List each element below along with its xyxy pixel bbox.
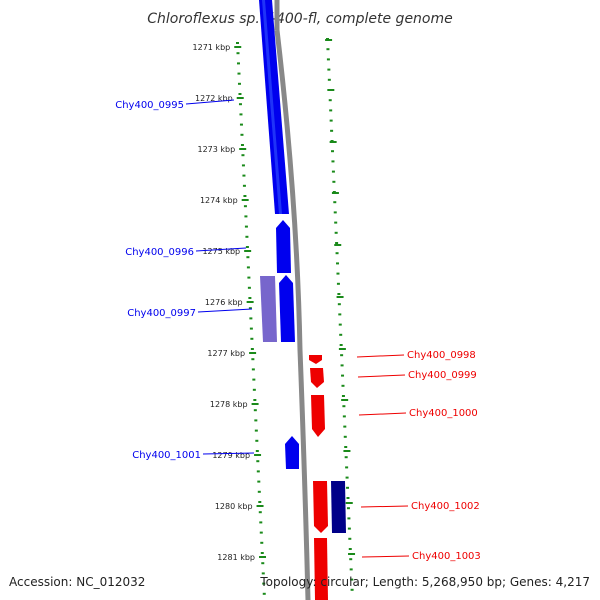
tick-label: 1281 kbp [217, 553, 255, 562]
kbp-ticks: 1271 kbp 1272 kbp 1273 kbp 1274 kbp 1275 kbp… [193, 39, 356, 562]
outer-tick-mark [338, 348, 346, 350]
gene-highlight [262, 0, 282, 214]
gene-label-leader [360, 505, 409, 508]
tick-label: 1272 kbp [195, 94, 233, 103]
tick-label: 1278 kbp [210, 400, 248, 409]
gene-label-chy400-0995[interactable]: Chy400_0995 [115, 100, 184, 111]
gene-label-leader [357, 374, 406, 378]
gene-chy400-0996[interactable] [276, 220, 291, 273]
tick-label: 1273 kbp [197, 145, 235, 154]
gene-label-leader [358, 412, 407, 416]
accession-text: Accession: NC_012032 [9, 575, 145, 589]
tick-mark [241, 199, 249, 201]
tick-mark [256, 505, 264, 507]
gene-label-chy400-1002[interactable]: Chy400_1002 [411, 501, 480, 512]
tick-label: 1276 kbp [205, 298, 243, 307]
tick-mark [234, 46, 242, 48]
tick-label: 1275 kbp [202, 247, 240, 256]
gene-label-chy400-1001[interactable]: Chy400_1001 [132, 450, 201, 461]
gene-labels: Chy400_0995 Chy400_0996 Chy400_0997 Chy400_… [115, 99, 481, 562]
outer-tick-mark [341, 399, 349, 401]
tick-label: 1271 kbp [193, 43, 231, 52]
inner-track-dots [236, 42, 266, 595]
tick-mark [254, 454, 262, 456]
tick-mark [239, 148, 247, 150]
gene-chy400-0997-b[interactable] [279, 275, 295, 342]
tick-mark [246, 301, 254, 303]
tick-mark [251, 403, 259, 405]
tick-label: 1280 kbp [215, 502, 253, 511]
gene-label-leader [202, 452, 255, 455]
outer-tick-mark [331, 192, 339, 194]
outer-tick-mark [325, 39, 333, 41]
gene-label-leader [361, 555, 410, 558]
outer-tick-mark [345, 502, 353, 504]
gene-label-chy400-1000[interactable]: Chy400_1000 [409, 408, 478, 419]
tick-label: 1274 kbp [200, 196, 238, 205]
gene-label-leader [197, 308, 253, 313]
gene-label-chy400-0999[interactable]: Chy400_0999 [408, 370, 477, 381]
tick-mark [249, 352, 257, 354]
genome-summary-text: Topology: circular; Length: 5,268,950 bp… [259, 575, 590, 589]
gene-chy400-1003[interactable] [314, 538, 328, 600]
gene-chy400-0997-a[interactable] [260, 276, 277, 342]
genome-backbone [274, 29, 311, 600]
gene-label-chy400-0997[interactable]: Chy400_0997 [127, 308, 196, 319]
gene-chy400-0998[interactable] [309, 355, 322, 364]
outer-tick-mark [327, 89, 335, 91]
gene-chy400-1001[interactable] [285, 436, 299, 469]
gene-chy400-1002-b[interactable] [331, 481, 346, 533]
outer-tick-mark [329, 141, 337, 143]
gene-label-chy400-0998[interactable]: Chy400_0998 [407, 350, 476, 361]
track-dots [236, 38, 354, 595]
outer-tick-mark [334, 244, 342, 246]
map-title: Chloroflexus sp. Y-400-fl, complete geno… [147, 11, 453, 27]
gene-features [259, 0, 346, 600]
tick-mark [259, 556, 267, 558]
tick-mark [236, 97, 244, 99]
gene-label-chy400-1003[interactable]: Chy400_1003 [412, 551, 481, 562]
tick-mark [244, 250, 252, 252]
tick-label: 1279 kbp [212, 451, 250, 460]
gene-label-leader [356, 354, 405, 358]
gene-label-leader [185, 99, 235, 105]
gene-label-chy400-0996[interactable]: Chy400_0996 [125, 247, 194, 258]
gene-chy400-1000[interactable] [311, 395, 325, 437]
outer-tick-mark [343, 450, 351, 452]
gene-chy400-0999[interactable] [310, 368, 324, 388]
outer-tick-mark [336, 296, 344, 298]
outer-tick-mark [348, 553, 356, 555]
tick-label: 1277 kbp [207, 349, 245, 358]
gene-chy400-1002-a[interactable] [313, 481, 328, 533]
gene-label-leader [195, 247, 247, 252]
